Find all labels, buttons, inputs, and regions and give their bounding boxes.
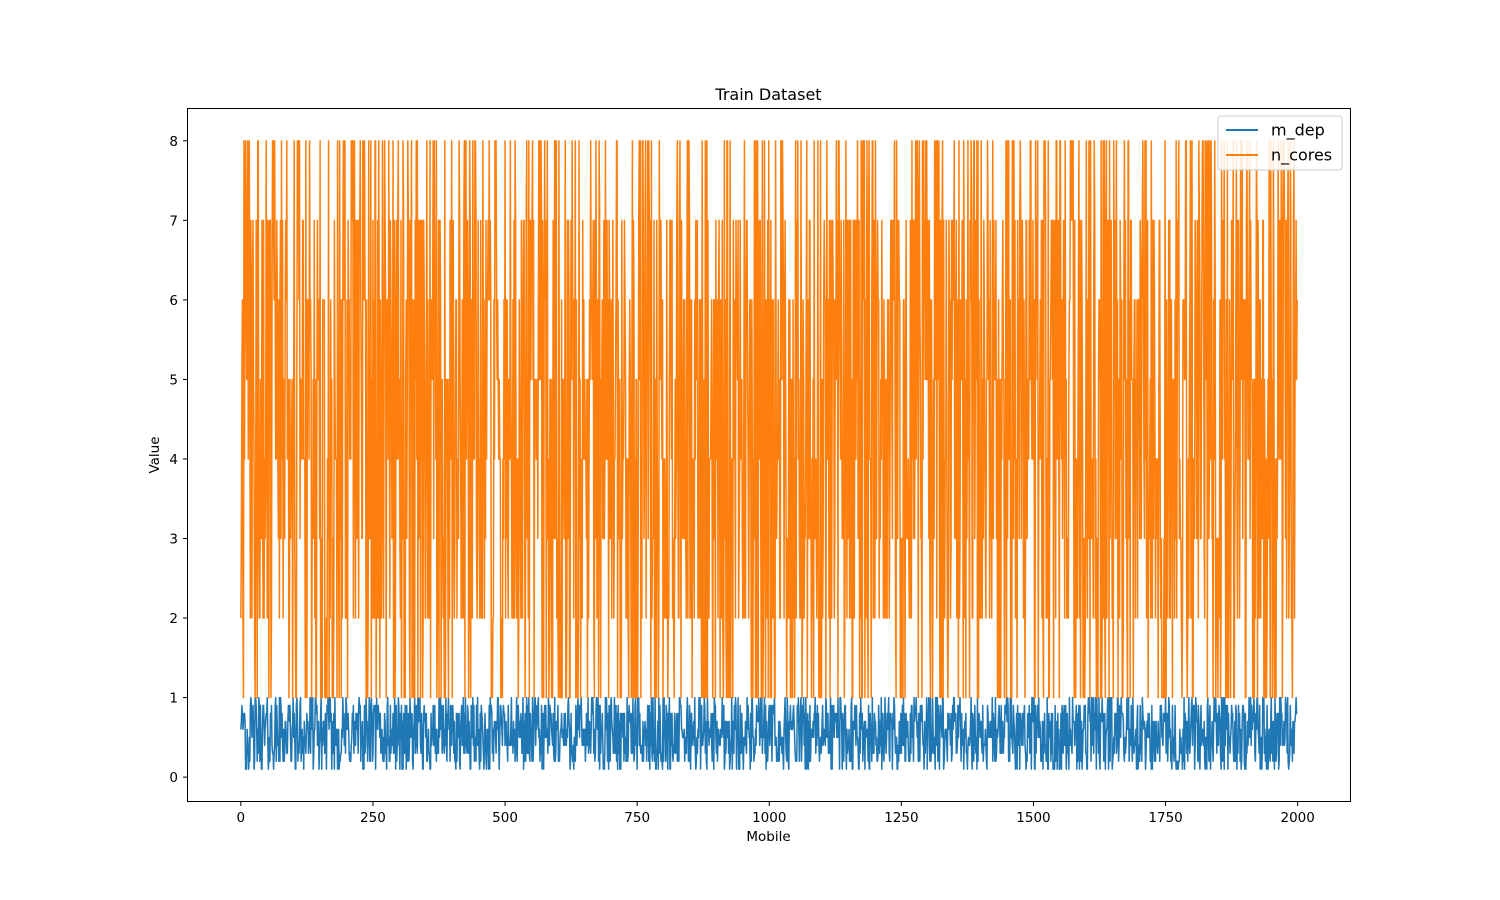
legend-label-m-dep: m_dep: [1271, 121, 1325, 141]
x-tick-label-2000: 2000: [1281, 810, 1315, 826]
y-tick-label-7: 7: [169, 213, 178, 229]
y-axis: 0 1 2 3 4 5 6 7 8: [169, 134, 188, 786]
y-tick-label-8: 8: [169, 134, 178, 150]
x-tick-label-0: 0: [237, 810, 246, 826]
y-tick-label-3: 3: [169, 532, 178, 548]
x-tick-label-1500: 1500: [1016, 810, 1050, 826]
y-axis-label: Value: [147, 436, 163, 473]
chart-title: Train Dataset: [714, 85, 821, 104]
series-layer: [240, 140, 1298, 770]
series-line-m-dep: [240, 696, 1298, 770]
x-axis: 0 250 500 750 1000 1250 1500 1750 2000: [237, 801, 1315, 826]
legend-label-n-cores: n_cores: [1271, 146, 1332, 166]
x-tick-label-500: 500: [492, 810, 518, 826]
x-tick-label-250: 250: [360, 810, 386, 826]
y-tick-label-0: 0: [169, 770, 178, 786]
y-tick-label-6: 6: [169, 293, 178, 309]
x-axis-label: Mobile: [746, 829, 790, 845]
x-tick-label-1750: 1750: [1148, 810, 1182, 826]
series-line-n-cores: [240, 140, 1298, 699]
x-tick-label-750: 750: [624, 810, 650, 826]
y-tick-label-1: 1: [169, 691, 178, 707]
legend: m_dep n_cores: [1217, 115, 1343, 171]
y-tick-label-5: 5: [169, 372, 178, 388]
x-tick-label-1250: 1250: [884, 810, 918, 826]
y-tick-label-2: 2: [169, 611, 178, 627]
x-tick-label-1000: 1000: [752, 810, 786, 826]
y-tick-label-4: 4: [169, 452, 178, 468]
